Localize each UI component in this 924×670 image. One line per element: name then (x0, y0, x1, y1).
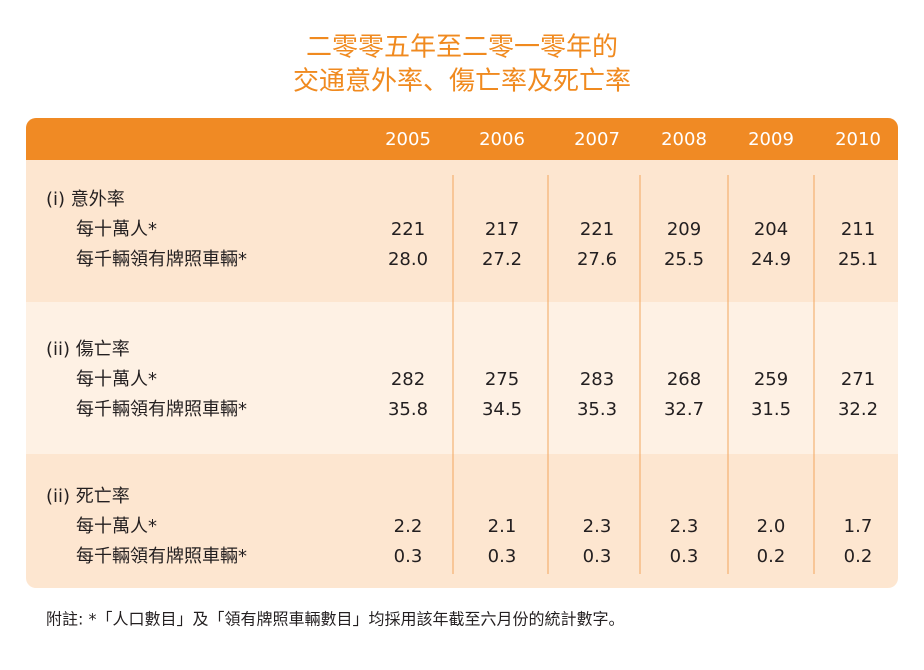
table-background (26, 118, 898, 588)
cell: 2.0 (757, 516, 786, 537)
cell: 35.8 (388, 399, 428, 420)
section-label: (ii) 死亡率 (46, 486, 130, 507)
cell: 259 (754, 369, 788, 390)
column-header: 2007 (574, 129, 620, 150)
row-label: 每十萬人* (76, 369, 157, 390)
cell: 0.3 (488, 546, 517, 567)
cell: 27.6 (577, 249, 617, 270)
section-label: (i) 意外率 (46, 189, 125, 210)
cell: 25.5 (664, 249, 704, 270)
cell: 0.2 (844, 546, 873, 567)
row-label: 每千輛領有牌照車輛* (76, 546, 247, 567)
footnote: 附註: *「人口數目」及「領有牌照車輛數目」均採用該年截至六月份的統計數字。 (46, 610, 624, 629)
row-label: 每十萬人* (76, 219, 157, 240)
cell: 28.0 (388, 249, 428, 270)
title-line: 交通意外率、傷亡率及死亡率 (293, 67, 631, 97)
section-label: (ii) 傷亡率 (46, 339, 130, 360)
cell: 31.5 (751, 399, 791, 420)
cell: 0.3 (394, 546, 423, 567)
column-header: 2010 (835, 129, 881, 150)
title-line: 二零零五年至二零一零年的 (306, 33, 618, 63)
cell: 268 (667, 369, 701, 390)
row-label: 每千輛領有牌照車輛* (76, 399, 247, 420)
cell: 0.3 (583, 546, 612, 567)
cell: 32.7 (664, 399, 704, 420)
column-header: 2006 (479, 129, 525, 150)
cell: 2.1 (488, 516, 517, 537)
cell: 25.1 (838, 249, 878, 270)
cell: 221 (580, 219, 614, 240)
cell: 2.2 (394, 516, 423, 537)
cell: 34.5 (482, 399, 522, 420)
cell: 221 (391, 219, 425, 240)
column-header: 2008 (661, 129, 707, 150)
section-band (26, 302, 898, 454)
cell: 0.3 (670, 546, 699, 567)
header-band (26, 118, 898, 160)
row-label: 每十萬人* (76, 516, 157, 537)
cell: 204 (754, 219, 788, 240)
cell: 35.3 (577, 399, 617, 420)
cell: 0.2 (757, 546, 786, 567)
cell: 1.7 (844, 516, 873, 537)
row-label: 每千輛領有牌照車輛* (76, 249, 247, 270)
cell: 283 (580, 369, 614, 390)
cell: 2.3 (583, 516, 612, 537)
cell: 217 (485, 219, 519, 240)
cell: 24.9 (751, 249, 791, 270)
cell: 2.3 (670, 516, 699, 537)
cell: 209 (667, 219, 701, 240)
cell: 275 (485, 369, 519, 390)
column-header: 2005 (385, 129, 431, 150)
cell: 27.2 (482, 249, 522, 270)
cell: 211 (841, 219, 875, 240)
cell: 32.2 (838, 399, 878, 420)
column-header: 2009 (748, 129, 794, 150)
cell: 282 (391, 369, 425, 390)
cell: 271 (841, 369, 875, 390)
